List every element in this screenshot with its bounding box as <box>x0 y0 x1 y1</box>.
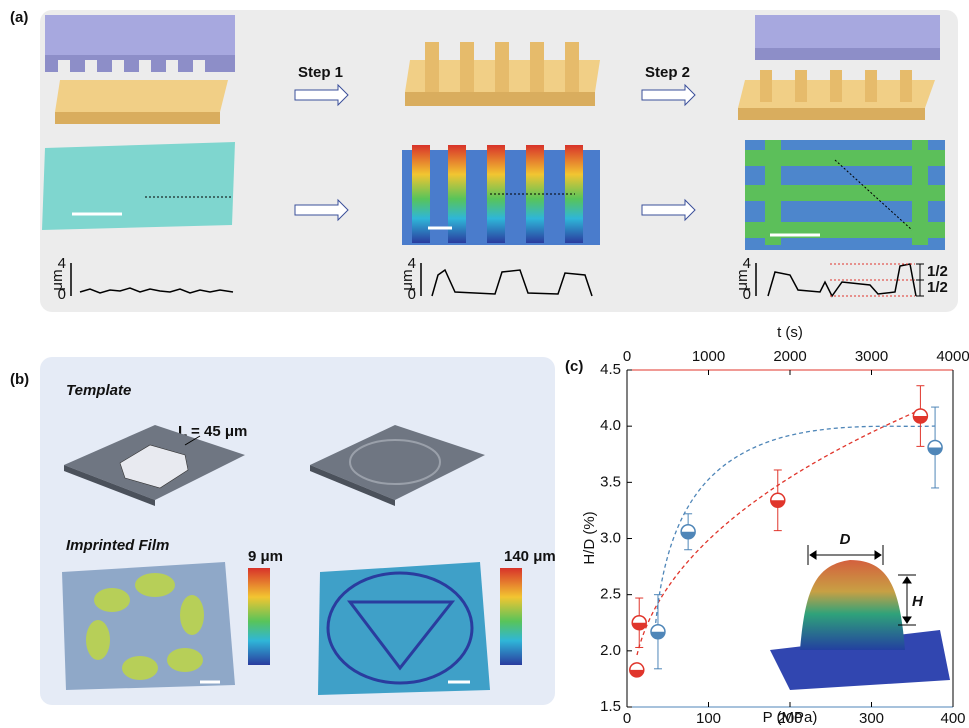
x2-axis-label: t (s) <box>777 324 803 341</box>
profile-tick: 4 <box>743 255 751 272</box>
panel-label: (b) <box>10 371 29 388</box>
panel-label: (c) <box>565 358 583 375</box>
y-tick-label: 2.0 <box>600 642 621 659</box>
x-tick-label: 0 <box>623 710 631 727</box>
colorbar-label: 140 μm <box>504 548 556 565</box>
x-tick-label: 400 <box>940 710 965 727</box>
step-label: Step 1 <box>298 64 343 81</box>
step-label: Step 2 <box>645 64 690 81</box>
y-tick-label: 2.5 <box>600 586 621 603</box>
inset <box>637 410 950 690</box>
y-tick-label: 4.0 <box>600 417 621 434</box>
panel-label: (a) <box>10 9 28 26</box>
x2-tick-label: 3000 <box>855 348 888 365</box>
x-tick-label: 300 <box>859 710 884 727</box>
section-title: Imprinted Film <box>66 537 169 554</box>
annotation: D <box>840 531 851 548</box>
figure: (a) Step 1 Step 2 μm 4 0 μm 4 0 μm 4 0 1… <box>0 0 969 728</box>
fraction-label: 1/2 <box>927 263 948 280</box>
profile-tick: 4 <box>58 255 66 272</box>
x-tick-label: 200 <box>777 710 802 727</box>
y-tick-label: 3.5 <box>600 473 621 490</box>
x2-tick-label: 1000 <box>692 348 725 365</box>
profile-tick: 0 <box>743 286 751 303</box>
profile-tick: 0 <box>408 286 416 303</box>
y-axis-label: H/D (%) <box>581 511 598 564</box>
annotation: H <box>912 593 924 610</box>
profile-tick: 4 <box>408 255 416 272</box>
section-title: Template <box>66 382 131 399</box>
x2-tick-label: 2000 <box>773 348 806 365</box>
profile-tick: 0 <box>58 286 66 303</box>
x-tick-label: 100 <box>696 710 721 727</box>
y-tick-label: 1.5 <box>600 698 621 715</box>
y-tick-label: 3.0 <box>600 529 621 546</box>
x2-tick-label: 0 <box>623 348 631 365</box>
x2-tick-label: 4000 <box>936 348 969 365</box>
fraction-label: 1/2 <box>927 279 948 296</box>
y-tick-label: 4.5 <box>600 361 621 378</box>
colorbar-label: 9 μm <box>248 548 283 565</box>
